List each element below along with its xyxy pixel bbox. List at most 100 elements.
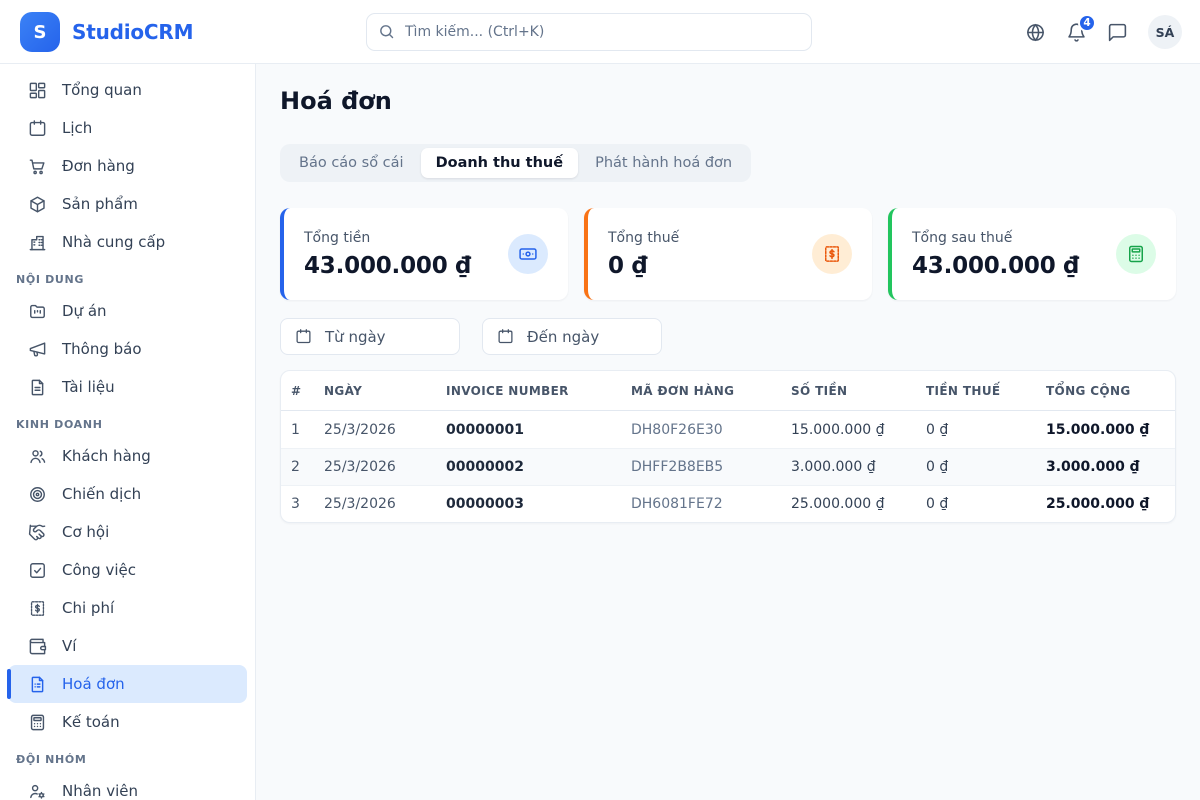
dashboard-icon (28, 81, 47, 100)
cart-icon (28, 157, 47, 176)
col-header-invoice-number: INVOICE NUMBER (446, 383, 569, 398)
sidebar-item-hoa-don[interactable]: Hoá đơn (7, 665, 247, 703)
col-header-date: NGÀY (324, 383, 363, 398)
cell-date: 25/3/2026 (324, 459, 396, 475)
sidebar-item-khach-hang[interactable]: Khách hàng (8, 437, 247, 475)
tab-doanh-thu-thue[interactable]: Doanh thu thuế (420, 148, 579, 178)
table-row: 1 25/3/2026 00000001 DH80F26E30 15.000.0… (281, 411, 1175, 448)
from-date-picker[interactable]: Từ ngày (280, 318, 460, 355)
to-date-picker[interactable]: Đến ngày (482, 318, 662, 355)
sidebar-item-ke-toan[interactable]: Kế toán (8, 703, 247, 741)
col-header-index: # (291, 383, 302, 398)
app-logo: S (20, 12, 60, 52)
cell-total: 15.000.000 ₫ (1046, 421, 1150, 438)
col-header-amount: SỐ TIỀN (791, 383, 848, 398)
sidebar: Tổng quan Lịch Đơn hàng Sản phẩm Nhà cun… (0, 64, 256, 800)
top-header: S StudioCRM 4 SÁ (0, 0, 1200, 64)
to-date-label: Đến ngày (527, 327, 600, 346)
cell-tax: 0 ₫ (926, 496, 949, 512)
sidebar-item-co-hoi[interactable]: Cơ hội (8, 513, 247, 551)
file-text-icon (28, 378, 47, 397)
main-content: Hoá đơn Báo cáo sổ cái Doanh thu thuế Ph… (256, 64, 1200, 800)
stat-cards: Tổng tiền 43.000.000 ₫ Tổng thuế 0 ₫ Tổn… (280, 208, 1176, 300)
cell-amount: 3.000.000 ₫ (791, 459, 876, 475)
sidebar-item-thong-bao[interactable]: Thông báo (8, 330, 247, 368)
receipt-dollar-icon (28, 599, 47, 618)
stat-label: Tổng sau thuế (912, 229, 1013, 246)
logo-letter: S (33, 21, 47, 43)
banknote-icon (508, 234, 548, 274)
sidebar-item-tong-quan[interactable]: Tổng quan (8, 71, 247, 109)
stat-value: 0 ₫ (608, 252, 648, 279)
calculator-icon (1116, 234, 1156, 274)
col-header-total: TỔNG CỘNG (1046, 383, 1131, 398)
col-header-tax: TIỀN THUẾ (926, 383, 1001, 398)
notifications-bell-icon[interactable]: 4 (1066, 13, 1096, 43)
sidebar-item-don-hang[interactable]: Đơn hàng (8, 147, 247, 185)
cell-index: 2 (291, 459, 300, 475)
calendar-icon (28, 119, 47, 138)
building-icon (28, 233, 47, 252)
sidebar-section-noi-dung: NỘI DUNG (16, 273, 85, 286)
cell-index: 1 (291, 421, 300, 438)
globe-icon[interactable] (1025, 22, 1046, 43)
target-icon (28, 485, 47, 504)
calculator-icon (28, 713, 47, 732)
search-input[interactable] (366, 13, 812, 51)
stat-value: 43.000.000 ₫ (304, 252, 472, 279)
invoice-icon (28, 675, 47, 694)
cell-order-code: DH80F26E30 (631, 421, 723, 438)
stat-card-tong-sau-thue: Tổng sau thuế 43.000.000 ₫ (888, 208, 1176, 300)
calendar-icon (497, 328, 514, 345)
cell-tax: 0 ₫ (926, 459, 949, 475)
table-header-row: # NGÀY INVOICE NUMBER MÃ ĐƠN HÀNG SỐ TIỀ… (281, 371, 1175, 411)
invoice-table: # NGÀY INVOICE NUMBER MÃ ĐƠN HÀNG SỐ TIỀ… (280, 370, 1176, 523)
wallet-icon (28, 637, 47, 656)
cell-index: 3 (291, 496, 300, 512)
stat-label: Tổng thuế (608, 229, 680, 246)
check-square-icon (28, 561, 47, 580)
cell-date: 25/3/2026 (324, 496, 396, 512)
handshake-icon (28, 523, 47, 542)
tab-bao-cao-so-cai[interactable]: Báo cáo sổ cái (299, 155, 404, 171)
sidebar-item-chien-dich[interactable]: Chiến dịch (8, 475, 247, 513)
sidebar-item-nha-cung-cap[interactable]: Nhà cung cấp (8, 223, 247, 261)
stat-value: 43.000.000 ₫ (912, 252, 1080, 279)
cell-total: 3.000.000 ₫ (1046, 459, 1140, 475)
cell-invoice-number: 00000001 (446, 421, 524, 438)
table-row: 2 25/3/2026 00000002 DHFF2B8EB5 3.000.00… (281, 448, 1175, 485)
package-icon (28, 195, 47, 214)
sidebar-item-cong-viec[interactable]: Công việc (8, 551, 247, 589)
folder-icon (28, 302, 47, 321)
search-icon (378, 23, 395, 40)
sidebar-item-vi[interactable]: Ví (8, 627, 247, 665)
stat-card-tong-thue: Tổng thuế 0 ₫ (584, 208, 872, 300)
sidebar-item-lich[interactable]: Lịch (8, 109, 247, 147)
cell-invoice-number: 00000003 (446, 496, 524, 512)
chat-icon[interactable] (1107, 22, 1128, 43)
stat-card-tong-tien: Tổng tiền 43.000.000 ₫ (280, 208, 568, 300)
stat-label: Tổng tiền (304, 229, 371, 246)
cell-order-code: DH6081FE72 (631, 496, 723, 512)
avatar[interactable]: SÁ (1148, 15, 1182, 49)
sidebar-item-chi-phi[interactable]: Chi phí (8, 589, 247, 627)
tab-phat-hanh-hoa-don[interactable]: Phát hành hoá đơn (595, 155, 733, 171)
sidebar-item-san-pham[interactable]: Sản phẩm (8, 185, 247, 223)
page-title: Hoá đơn (280, 87, 392, 115)
sidebar-item-du-an[interactable]: Dự án (8, 292, 247, 330)
sidebar-item-nhan-vien[interactable]: Nhân viên (8, 772, 247, 800)
receipt-dollar-icon (812, 234, 852, 274)
from-date-label: Từ ngày (325, 327, 386, 346)
cell-amount: 15.000.000 ₫ (791, 421, 885, 438)
cell-amount: 25.000.000 ₫ (791, 496, 885, 512)
cell-order-code: DHFF2B8EB5 (631, 459, 724, 475)
users-icon (28, 447, 47, 466)
cell-total: 25.000.000 ₫ (1046, 496, 1150, 512)
col-header-order-code: MÃ ĐƠN HÀNG (631, 383, 735, 398)
global-search (366, 13, 812, 51)
tab-group: Báo cáo sổ cái Doanh thu thuế Phát hành … (280, 144, 752, 182)
date-filters: Từ ngày Đến ngày (280, 318, 1176, 355)
user-gear-icon (28, 782, 47, 800)
brand[interactable]: S StudioCRM (20, 12, 193, 52)
sidebar-item-tai-lieu[interactable]: Tài liệu (8, 368, 247, 406)
